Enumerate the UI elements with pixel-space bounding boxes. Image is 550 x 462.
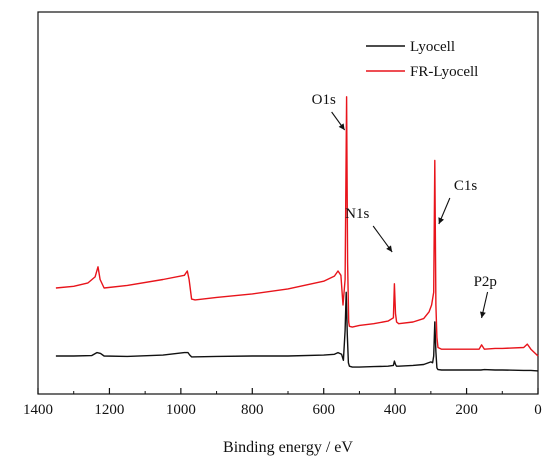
peak-label-o1s: O1s [312,92,336,108]
x-tick-label: 1200 [94,402,124,418]
peak-label-n1s: N1s [345,206,369,222]
x-tick-label: 1400 [23,402,53,418]
annotation-arrowhead [480,311,486,318]
x-axis-title: Binding energy / eV [223,439,353,456]
x-tick-label: 600 [312,402,335,418]
x-axis-ticks: 1400 1200 1000 800 600 400 200 0 [23,388,542,418]
legend: Lyocell FR-Lyocell [366,39,478,80]
series-line-fr-lyocell [55,96,539,357]
series-line-lyocell [55,291,539,372]
series-layer [55,96,539,372]
x-tick-label: 1000 [166,402,196,418]
legend-label-fr-lyocell: FR-Lyocell [410,64,478,80]
x-tick-label: 800 [241,402,264,418]
legend-label-lyocell: Lyocell [410,39,455,55]
peak-annotations: O1s N1s C1s P2p [312,92,497,319]
peak-label-c1s: C1s [454,178,478,194]
x-tick-label: 400 [384,402,407,418]
x-tick-label: 0 [534,402,542,418]
peak-label-p2p: P2p [474,274,497,290]
x-tick-label: 200 [455,402,478,418]
annotation-arrowhead [338,123,345,130]
annotation-arrowhead [386,245,393,252]
annotation-arrowhead [438,217,444,224]
